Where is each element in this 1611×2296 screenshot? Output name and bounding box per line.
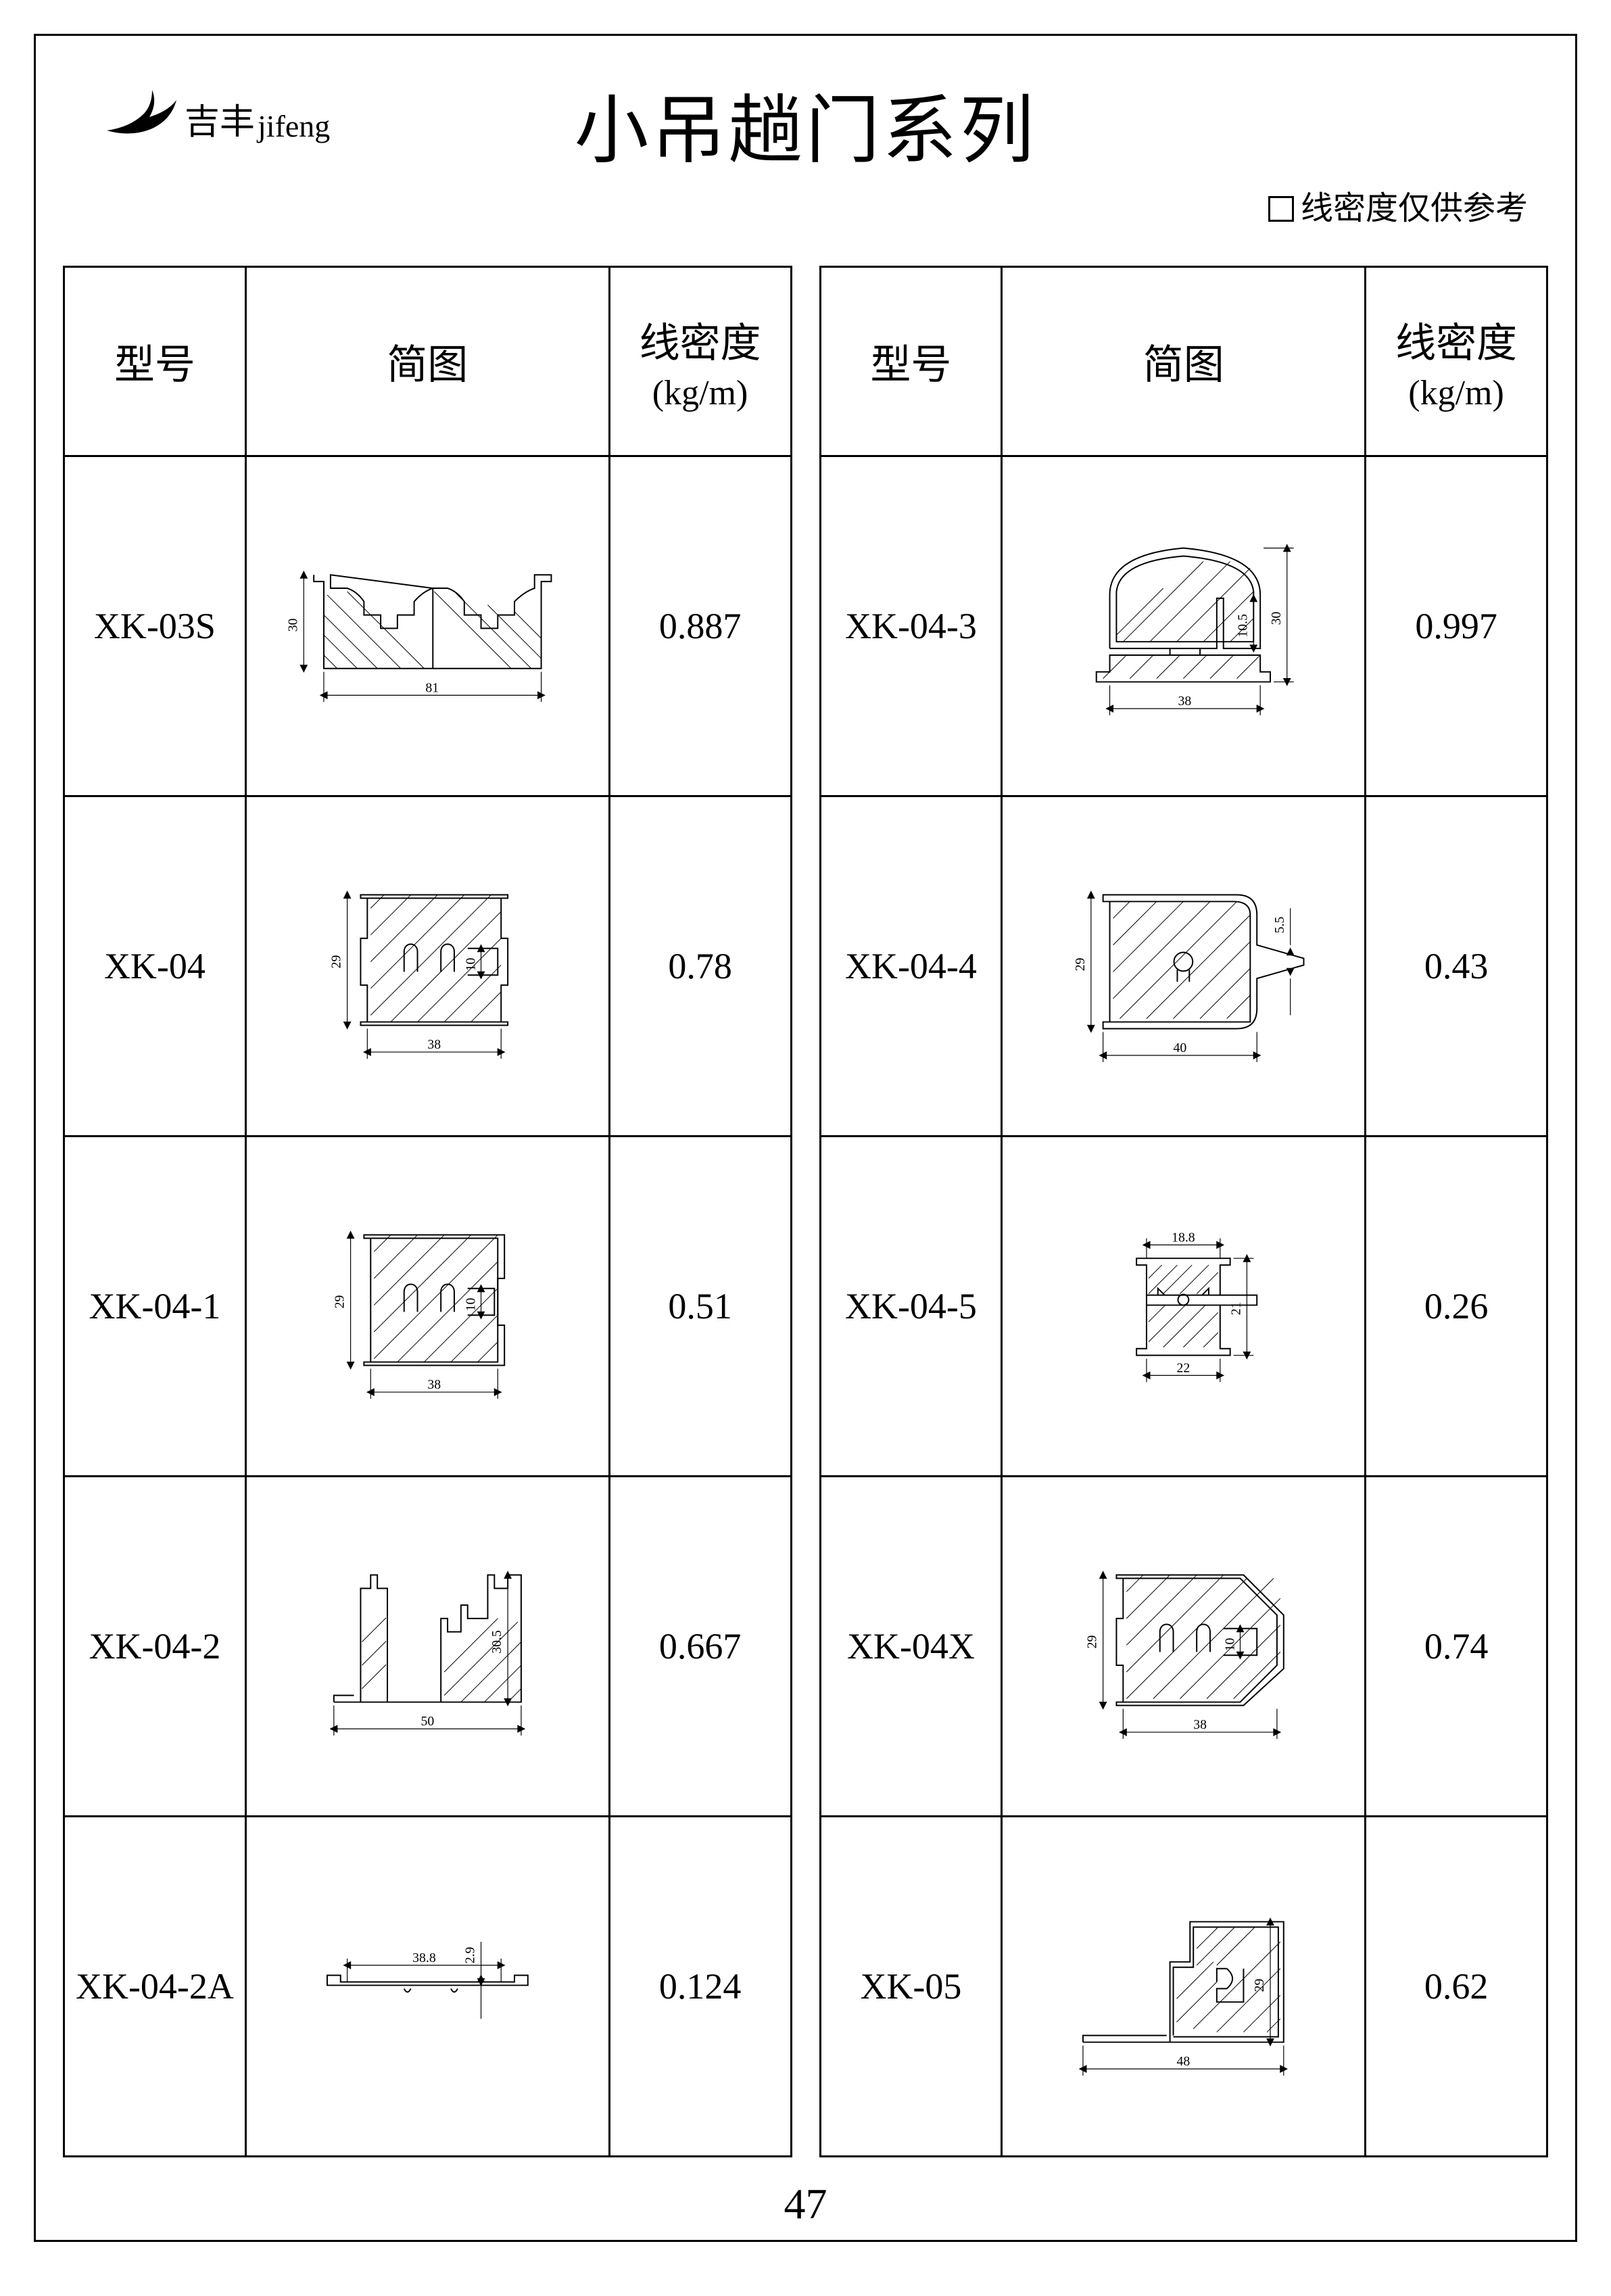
cell-model: XK-04-4 (820, 796, 1002, 1137)
svg-text:2.9: 2.9 (463, 1946, 478, 1963)
svg-text:38: 38 (427, 1377, 441, 1392)
svg-text:50: 50 (420, 1714, 434, 1729)
svg-text:29: 29 (1085, 1635, 1100, 1649)
svg-text:38: 38 (1178, 694, 1192, 709)
svg-text:38: 38 (427, 1037, 441, 1052)
header-diagram: 简图 (1002, 267, 1366, 456)
cell-density: 0.124 (609, 1817, 791, 2157)
table-row: XK-03S (64, 456, 792, 796)
tables-wrap: 型号 简图 线密度(kg/m) XK-03S (63, 266, 1548, 2157)
cell-diagram: 29 10 38 (245, 1137, 609, 1477)
cell-diagram: 29 10 38 (1002, 1477, 1366, 1817)
table-row: XK-04 (64, 796, 792, 1137)
header-model: 型号 (64, 267, 246, 456)
svg-text:5.5: 5.5 (1272, 917, 1287, 934)
svg-text:18.8: 18.8 (1172, 1230, 1195, 1245)
svg-text:10: 10 (464, 957, 479, 971)
table-header-row: 型号 简图 线密度(kg/m) (820, 267, 1547, 456)
table-row: XK-04X (820, 1477, 1547, 1817)
header: 吉丰 jifeng 小吊趟门系列 线密度仅供参考 (63, 56, 1548, 191)
cell-model: XK-04-1 (64, 1137, 246, 1477)
svg-text:81: 81 (425, 680, 439, 695)
cell-model: XK-03S (64, 456, 246, 796)
svg-text:38: 38 (1194, 1717, 1207, 1732)
cell-density: 0.74 (1366, 1477, 1547, 1817)
svg-text:40: 40 (1174, 1041, 1187, 1055)
header-density: 线密度(kg/m) (609, 267, 791, 456)
table-row: XK-05 (820, 1817, 1547, 2157)
cell-density: 0.43 (1366, 796, 1547, 1137)
svg-text:30: 30 (1269, 612, 1284, 625)
cell-diagram: 30 10.5 38 (1002, 456, 1366, 796)
svg-text:48: 48 (1177, 2054, 1191, 2069)
table-row: XK-04-4 (820, 796, 1547, 1137)
subtitle: 线密度仅供参考 (1268, 181, 1528, 229)
cell-diagram: 18.8 21 22 (1002, 1137, 1366, 1477)
header-model: 型号 (820, 267, 1002, 456)
svg-text:29: 29 (1252, 1978, 1267, 1992)
table-row: XK-04-5 (820, 1137, 1547, 1477)
cell-density: 0.887 (609, 456, 791, 796)
cell-density: 0.62 (1366, 1817, 1547, 2157)
cell-model: XK-04X (820, 1477, 1002, 1817)
svg-text:29: 29 (329, 955, 344, 969)
cell-density: 0.78 (609, 796, 791, 1137)
table-row: XK-04-2A (64, 1817, 792, 2157)
cell-diagram: 29 48 (1002, 1817, 1366, 2157)
subtitle-text: 线密度仅供参考 (1301, 191, 1528, 226)
svg-text:10.5: 10.5 (1236, 614, 1251, 638)
checkbox-icon (1268, 196, 1294, 222)
svg-text:10: 10 (1223, 1637, 1238, 1651)
table-row: XK-04-1 (64, 1137, 792, 1477)
svg-text:30.5: 30.5 (489, 1630, 504, 1654)
cell-model: XK-05 (820, 1817, 1002, 2157)
cell-diagram: 29 10 38 (245, 796, 609, 1137)
page-title: 小吊趟门系列 (63, 70, 1548, 178)
svg-text:30: 30 (285, 618, 300, 631)
svg-text:21: 21 (1229, 1302, 1244, 1316)
cell-diagram: 30.5 50 (245, 1477, 609, 1817)
table-row: XK-04-2 (64, 1477, 792, 1817)
cell-model: XK-04-2A (64, 1817, 246, 2157)
cell-density: 0.26 (1366, 1137, 1547, 1477)
header-diagram: 简图 (245, 267, 609, 456)
table-header-row: 型号 简图 线密度(kg/m) (64, 267, 792, 456)
cell-model: XK-04-5 (820, 1137, 1002, 1477)
table-row: XK-04-3 (820, 456, 1547, 796)
right-table: 型号 简图 线密度(kg/m) XK-04-3 (819, 266, 1549, 2157)
cell-diagram: 29 5.5 40 (1002, 796, 1366, 1137)
cell-model: XK-04-2 (64, 1477, 246, 1817)
cell-density: 0.51 (609, 1137, 791, 1477)
cell-density: 0.667 (609, 1477, 791, 1817)
page-number: 47 (36, 2179, 1575, 2229)
cell-density: 0.997 (1366, 456, 1547, 796)
svg-text:29: 29 (1073, 957, 1088, 971)
cell-diagram: 30 81 (245, 456, 609, 796)
cell-model: XK-04 (64, 796, 246, 1137)
header-density: 线密度(kg/m) (1366, 267, 1547, 456)
svg-text:29: 29 (333, 1295, 347, 1309)
cell-diagram: 38.8 2.9 (245, 1817, 609, 2157)
svg-text:10: 10 (464, 1297, 479, 1311)
cell-model: XK-04-3 (820, 456, 1002, 796)
svg-text:22: 22 (1177, 1360, 1191, 1375)
page-border: 吉丰 jifeng 小吊趟门系列 线密度仅供参考 型号 简图 线密度(kg/m)… (34, 34, 1577, 2242)
svg-text:38.8: 38.8 (412, 1951, 436, 1965)
left-table: 型号 简图 线密度(kg/m) XK-03S (63, 266, 792, 2157)
